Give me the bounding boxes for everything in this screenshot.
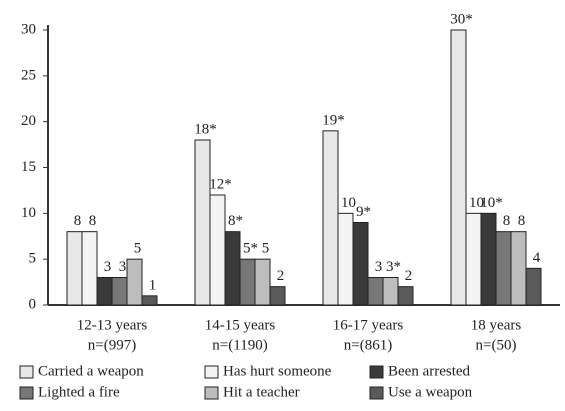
bar [480,212,497,306]
value-label: 18* [194,121,217,137]
value-label: 10 [341,195,356,211]
legend-swatch [19,365,34,379]
value-label: 5 [262,241,270,257]
bar [66,231,83,306]
value-label: 3* [386,259,401,275]
x-tick-label: 14-15 years [205,317,276,333]
bar [194,139,211,306]
bar [525,267,542,306]
bar [81,231,98,306]
x-tick-label: 12-13 years [77,317,148,333]
y-tick-label: 0 [29,296,37,312]
sample-size: n=(861) [344,337,392,353]
legend-swatch [369,386,384,400]
bar [382,277,399,306]
y-tick-label: 20 [21,113,36,129]
legend-label: Hit a teacher [223,384,300,400]
value-label: 10* [480,195,503,211]
bar [367,277,384,306]
bar [322,130,339,306]
y-tick-label: 10 [21,205,36,221]
bar [126,258,143,306]
legend-label: Lighted a fire [38,384,120,400]
value-label: 3 [375,259,383,275]
bar [254,258,271,306]
value-label: 19* [322,112,345,128]
value-label: 8 [503,213,511,229]
value-label: 9* [356,204,371,220]
value-label: 8 [518,213,526,229]
value-label: 3 [104,259,112,275]
y-tick-label: 30 [21,21,36,37]
value-label: 8 [89,213,97,229]
bar [224,231,241,306]
legend-label: Been arrested [388,363,471,379]
y-tick-label: 5 [29,251,37,267]
legend-swatch [19,386,34,400]
bar [510,231,527,306]
bar [141,295,158,306]
legend-label: Carried a weapon [38,363,144,379]
legend-label: Use a weapon [388,384,473,400]
legend-label: Has hurt someone [223,363,332,379]
value-label: 2 [405,268,413,284]
bar [495,231,512,306]
value-label: 8 [74,213,82,229]
bar [96,277,113,306]
y-tick-label: 25 [21,67,36,83]
value-label: 3 [119,259,127,275]
x-tick-label: 16-17 years [333,317,404,333]
value-label: 8* [228,213,243,229]
bar [397,286,414,306]
value-label: 30* [450,11,473,27]
bar [337,212,354,306]
value-label: 2 [277,268,285,284]
legend-swatch [204,365,219,379]
legend-swatch [369,365,384,379]
value-label: 4 [533,250,541,266]
sample-size: n=(50) [476,337,517,353]
sample-size: n=(1190) [212,337,267,353]
sample-size: n=(997) [88,337,136,353]
value-label: 12* [209,176,232,192]
bar [209,194,226,306]
value-label: 5 [134,241,142,257]
bar [352,222,369,306]
legend-swatch [204,386,219,400]
x-tick-label: 18 years [471,317,522,333]
value-label: 5* [243,241,258,257]
value-label: 1 [149,277,157,293]
bar [465,212,482,306]
value-label: 10 [469,195,484,211]
bar [269,286,286,306]
bar [239,258,256,306]
bar [450,29,467,306]
y-tick-label: 15 [21,159,36,175]
bar [111,277,128,306]
